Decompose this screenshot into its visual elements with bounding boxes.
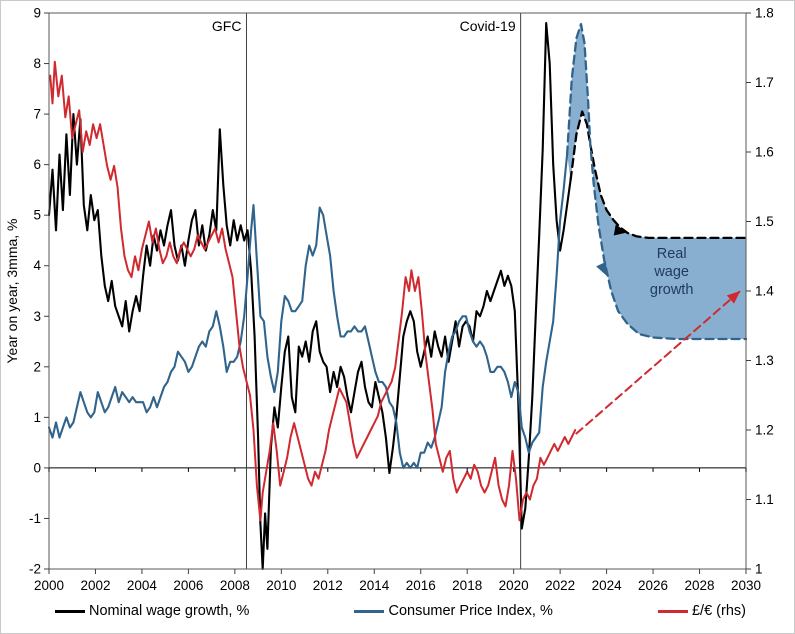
event-label-covid: Covid-19 [460,18,516,34]
y-left-tick-label: 6 [33,157,41,172]
x-tick-label: 2030 [731,578,761,593]
wage-cpi-exchange-chart: GFC Covid-19 Real wage growth -2 -1 0 1 2 3 4 5 6 7 8 9 1… [4,6,774,594]
series-cpi_projection [565,22,748,341]
y-right-tick-label: 1.1 [755,492,774,507]
y-right-tick-label: 1.3 [755,353,774,368]
y-left-tick-label: 7 [33,107,41,122]
x-tick-label: 2028 [685,578,715,593]
x-tick-label: 2016 [406,578,436,593]
real-wage-growth-band [567,24,746,339]
gbpeur-swatch [657,609,688,613]
y-left-tick-label: 4 [33,258,41,273]
x-tick-label: 2010 [266,578,296,593]
legend-item-cpi: Consumer Price Index, % [354,603,553,619]
x-tick-label: 2008 [220,578,250,593]
x-tick-label: 2004 [127,578,158,593]
annotation-real-wage-growth-line1: wage [653,264,689,280]
cpi-swatch [354,609,385,613]
nominal-wage-swatch [55,609,85,613]
x-tick-label: 2000 [34,578,64,593]
y-right-tick-label: 1 [755,562,763,577]
y-left-tick-label: 5 [33,208,41,223]
series-gbpeur_projection [575,290,742,435]
y-right-tick-label: 1.2 [755,423,774,438]
legend-item-nominal-wage: Nominal wage growth, % [55,603,249,619]
y-left-tick-label: 1 [33,410,41,425]
legend-label-cpi: Consumer Price Index, % [388,603,553,619]
series-nominal [47,22,572,571]
y-left-tick-label: -2 [29,562,41,577]
event-label-gfc: GFC [212,18,242,34]
y-left-tick-label: 2 [33,359,41,374]
legend: Nominal wage growth, % Consumer Price In… [1,601,794,619]
x-tick-label: 2026 [638,578,668,593]
series-nominal_projection [569,110,748,240]
legend-label-nominal-wage: Nominal wage growth, % [89,603,250,619]
y-right-tick-label: 1.6 [755,145,774,160]
x-tick-label: 2012 [313,578,343,593]
y-left-tick-label: 3 [33,309,41,324]
y-left-tick-label: 8 [33,56,41,71]
legend-label-gbpeur: £/€ (rhs) [691,603,746,619]
y-right-tick-label: 1.8 [755,6,774,21]
legend-item-gbpeur: £/€ (rhs) [657,603,746,619]
y-left-tick-label: 0 [33,460,41,475]
x-tick-label: 2006 [173,578,203,593]
gbpeur-arrow [726,291,741,304]
x-tick-label: 2020 [499,578,529,593]
series-cpi [47,153,569,469]
x-tick-label: 2014 [359,578,390,593]
cpi-arrow [596,261,607,276]
x-tick-label: 2002 [80,578,110,593]
nominal-arrow [613,224,628,236]
y-right-tick-label: 1.4 [755,284,774,299]
y-left-tick-label: 9 [33,6,41,21]
y-right-tick-label: 1.5 [755,214,774,229]
annotation-real-wage-growth-line2: growth [650,282,694,298]
y-left-axis-title: Year on year, 3mma, % [4,218,20,363]
annotation-real-wage-growth-line0: Real [657,246,687,262]
x-tick-label: 2024 [592,578,623,593]
x-tick-label: 2018 [452,578,482,593]
y-left-tick-label: -1 [29,511,41,526]
x-tick-label: 2022 [545,578,575,593]
y-right-tick-label: 1.7 [755,75,774,90]
series-gbpeur [49,60,577,522]
